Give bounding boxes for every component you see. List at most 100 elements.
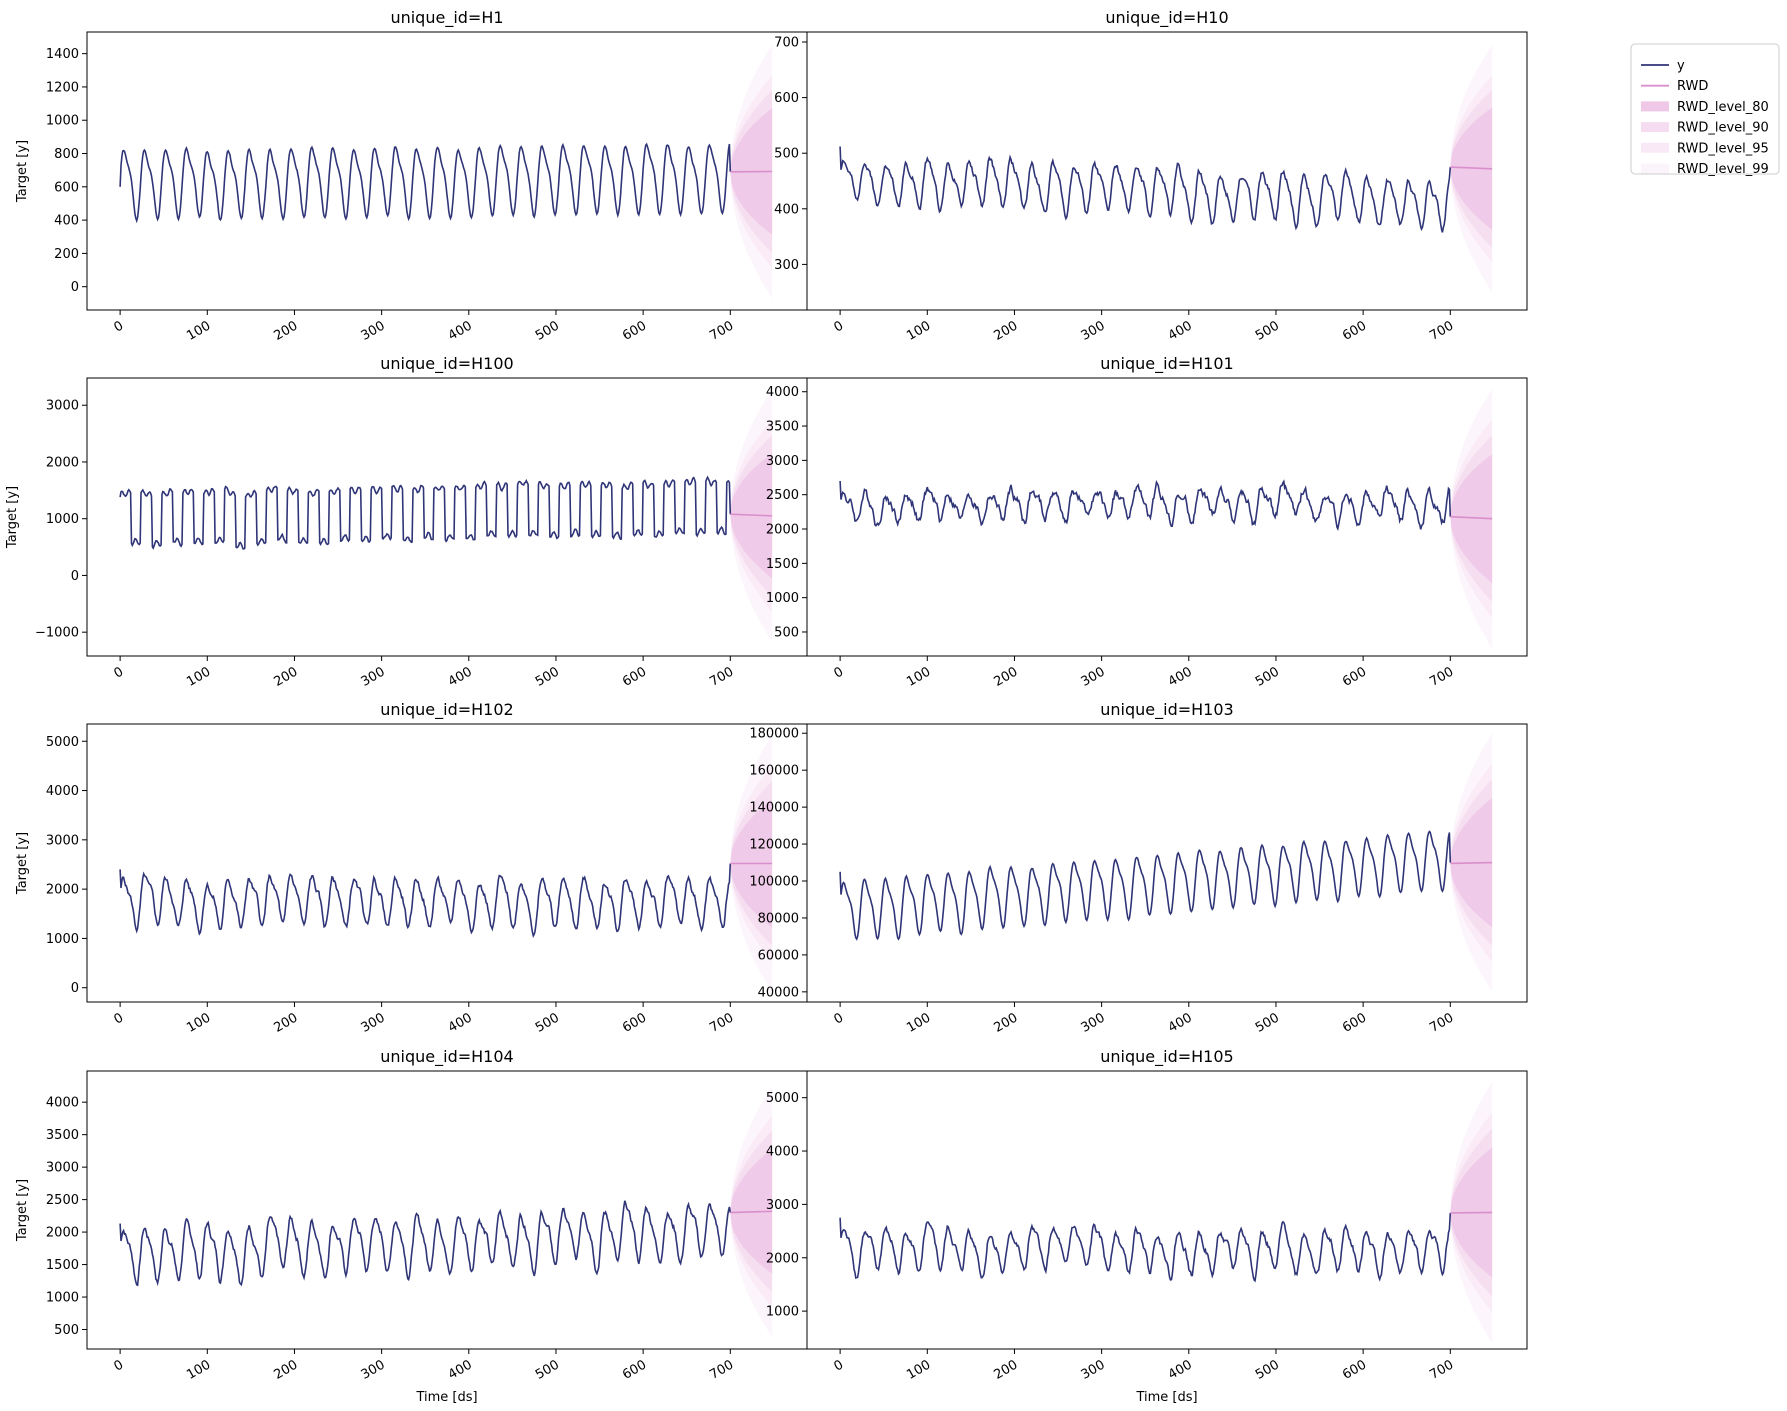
x-tick-label: 0 <box>111 318 126 335</box>
subplot-title: unique_id=H105 <box>1100 1047 1233 1067</box>
x-tick-label: 500 <box>533 1010 562 1035</box>
series-rwd-line <box>1450 166 1493 170</box>
x-tick-label: 100 <box>184 318 213 343</box>
x-tick-label: 0 <box>111 1010 126 1027</box>
legend: y RWD RWD_level_80 RWD_level_90 RWD_level_95… <box>1630 43 1780 177</box>
y-tick-label: 5000 <box>46 735 79 750</box>
series-rwd-line <box>730 1210 773 1214</box>
legend-entry: RWD <box>1641 79 1708 94</box>
x-tick-label: 100 <box>904 318 933 343</box>
y-axis-label: Target [y] <box>15 1179 30 1242</box>
y-tick-label: 160000 <box>749 764 799 779</box>
series-y-line <box>839 146 1452 233</box>
y-tick-label: 3000 <box>46 833 79 848</box>
legend-swatch-patch <box>1641 163 1669 174</box>
x-tick-label: 400 <box>446 664 475 689</box>
x-tick-label: 500 <box>533 318 562 343</box>
subplot-8: unique_id=H105 0 100 200 300 400 500 600 700 1000… <box>766 1047 1528 1405</box>
x-tick-label: 700 <box>1427 1010 1456 1035</box>
x-tick-label: 500 <box>533 1357 562 1382</box>
band-RWD_level_80 <box>730 453 773 579</box>
y-tick-label: 1400 <box>46 47 79 62</box>
band-RWD_level_80 <box>1450 107 1493 230</box>
y-tick-label: 200 <box>54 247 79 262</box>
subplot-5: unique_id=H102 0 100 200 300 400 500 600 700 0 100… <box>15 700 808 1036</box>
x-tick-label: 300 <box>359 1357 388 1382</box>
legend-label: RWD_level_90 <box>1677 121 1769 136</box>
y-tick-label: 500 <box>774 625 799 640</box>
series-rwd-line <box>1450 515 1493 520</box>
x-tick-label: 300 <box>359 1010 388 1035</box>
subplot-6: unique_id=H103 0 100 200 300 400 500 600 700 4000… <box>749 700 1528 1036</box>
x-tick-label: 700 <box>707 1010 736 1035</box>
y-tick-label: 600 <box>774 91 799 106</box>
subplot-4: unique_id=H101 0 100 200 300 400 500 600 700 500 1… <box>766 354 1528 690</box>
axes-frame <box>86 1070 808 1350</box>
series-rwd-line <box>1450 861 1493 865</box>
y-tick-label: 2000 <box>766 1251 799 1266</box>
y-tick-label: 400 <box>54 214 79 229</box>
x-tick-label: 200 <box>271 1357 300 1382</box>
x-tick-label: 500 <box>1253 1010 1282 1035</box>
x-tick-label: 700 <box>707 664 736 689</box>
y-tick-label: 2000 <box>46 455 79 470</box>
y-tick-label: 3000 <box>766 1198 799 1213</box>
y-tick-label: 0 <box>71 280 79 295</box>
y-tick-label: 4000 <box>46 784 79 799</box>
legend-label: RWD_level_99 <box>1677 162 1769 177</box>
plot-area <box>839 1081 1493 1344</box>
x-tick-label: 400 <box>1166 664 1195 689</box>
y-axis-label: Target [y] <box>15 140 30 203</box>
x-tick-label: 300 <box>359 318 388 343</box>
y-tick-label: 2500 <box>766 488 799 503</box>
axes-frame <box>806 377 1528 657</box>
x-tick-label: 400 <box>446 318 475 343</box>
y-tick-label: 0 <box>71 981 79 996</box>
y-tick-label: 800 <box>54 147 79 162</box>
x-tick-label: 300 <box>1079 1010 1108 1035</box>
y-tick-label: 1000 <box>766 1305 799 1320</box>
y-tick-label: 400 <box>774 202 799 217</box>
y-tick-label: 3000 <box>46 1161 79 1176</box>
x-tick-label: 200 <box>991 664 1020 689</box>
legend-label: RWD_level_95 <box>1677 141 1769 156</box>
y-tick-label: 60000 <box>758 948 799 963</box>
x-tick-label: 0 <box>831 664 846 681</box>
x-tick-label: 400 <box>446 1010 475 1035</box>
legend-entry: RWD_level_80 <box>1641 100 1769 115</box>
x-tick-label: 200 <box>991 318 1020 343</box>
axes-frame <box>806 723 1528 1003</box>
subplot-7: unique_id=H104 0 100 200 300 400 500 600 700 500 1… <box>15 1047 808 1405</box>
axes-frame <box>86 377 808 657</box>
legend-swatch-patch <box>1641 101 1669 112</box>
x-tick-label: 200 <box>991 1357 1020 1382</box>
y-tick-label: 4000 <box>766 385 799 400</box>
x-tick-label: 100 <box>904 664 933 689</box>
x-tick-label: 200 <box>271 318 300 343</box>
plot-area <box>119 734 773 993</box>
legend-label: RWD_level_80 <box>1677 100 1769 115</box>
x-tick-label: 600 <box>620 664 649 689</box>
series-rwd-line <box>1450 1211 1493 1214</box>
y-tick-label: 1000 <box>46 1291 79 1306</box>
x-tick-label: 600 <box>1340 1010 1369 1035</box>
y-tick-label: 3500 <box>766 420 799 435</box>
y-tick-label: 120000 <box>749 838 799 853</box>
y-tick-label: −1000 <box>35 626 79 641</box>
x-tick-label: 400 <box>446 1357 475 1382</box>
y-tick-label: 1000 <box>46 512 79 527</box>
series-rwd-line <box>730 513 773 517</box>
x-tick-label: 600 <box>620 318 649 343</box>
x-tick-label: 0 <box>111 664 126 681</box>
plot-area <box>119 389 773 642</box>
axes-frame <box>806 1070 1528 1350</box>
y-tick-label: 140000 <box>749 801 799 816</box>
x-tick-label: 600 <box>1340 318 1369 343</box>
y-tick-label: 5000 <box>766 1091 799 1106</box>
y-tick-label: 0 <box>71 569 79 584</box>
x-tick-label: 400 <box>1166 318 1195 343</box>
series-y-line <box>119 863 732 938</box>
x-tick-label: 700 <box>1427 318 1456 343</box>
x-tick-label: 0 <box>831 1010 846 1027</box>
legend-entry: RWD_level_90 <box>1641 121 1769 136</box>
